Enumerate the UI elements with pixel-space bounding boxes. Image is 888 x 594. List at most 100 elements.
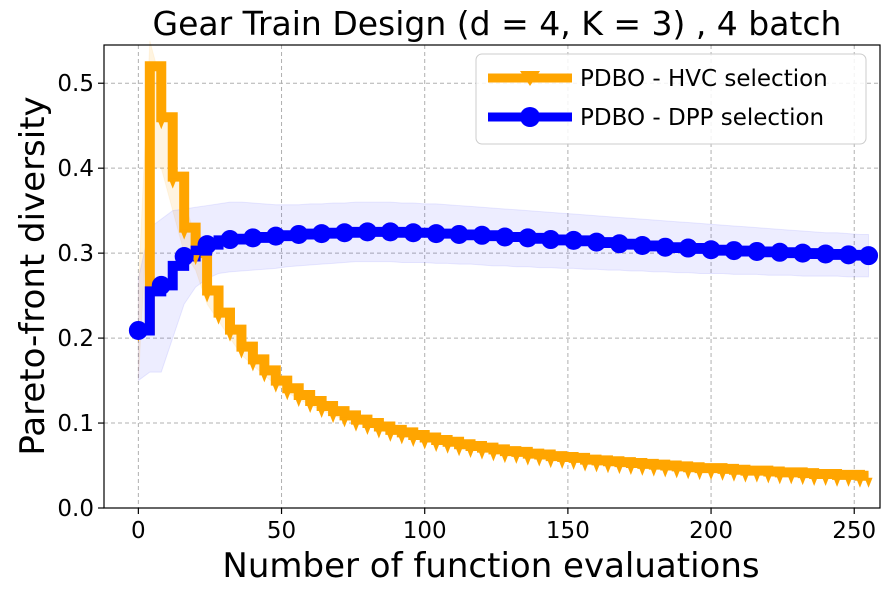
point-hvc bbox=[581, 461, 590, 472]
point-hvc bbox=[386, 431, 395, 442]
point-hvc bbox=[523, 455, 532, 466]
point-dpp bbox=[793, 243, 813, 263]
point-dpp bbox=[335, 223, 355, 243]
legend-box bbox=[475, 53, 867, 145]
point-hvc bbox=[603, 463, 612, 474]
legend-marker-dpp bbox=[520, 107, 540, 127]
x-axis-label: Number of function evaluations bbox=[222, 546, 759, 586]
point-dpp bbox=[587, 232, 607, 252]
point-hvc bbox=[764, 473, 773, 484]
point-dpp bbox=[655, 237, 675, 257]
point-hvc bbox=[306, 402, 315, 413]
point-hvc bbox=[864, 477, 873, 488]
point-hvc bbox=[271, 382, 280, 393]
point-hvc bbox=[248, 361, 257, 372]
point-dpp bbox=[289, 224, 309, 244]
point-hvc bbox=[489, 451, 498, 462]
point-hvc bbox=[225, 331, 234, 342]
point-hvc bbox=[752, 472, 761, 483]
point-dpp bbox=[151, 275, 171, 295]
point-hvc bbox=[374, 428, 383, 439]
point-hvc bbox=[294, 397, 303, 408]
point-hvc bbox=[214, 314, 223, 325]
point-hvc bbox=[409, 436, 418, 447]
point-hvc bbox=[420, 439, 429, 450]
x-tick-label: 150 bbox=[546, 518, 590, 544]
point-hvc bbox=[477, 449, 486, 460]
point-dpp bbox=[724, 241, 744, 261]
point-dpp bbox=[632, 235, 652, 255]
point-hvc bbox=[592, 462, 601, 473]
x-tick-label: 100 bbox=[403, 518, 447, 544]
point-hvc bbox=[833, 476, 842, 487]
point-hvc bbox=[798, 475, 807, 486]
point-dpp bbox=[816, 244, 836, 264]
point-hvc bbox=[684, 469, 693, 480]
point-hvc bbox=[821, 476, 830, 487]
point-dpp bbox=[266, 226, 286, 246]
point-hvc bbox=[455, 446, 464, 457]
point-hvc bbox=[626, 464, 635, 475]
legend: PDBO - HVC selection PDBO - DPP selectio… bbox=[475, 53, 867, 145]
y-tick-label: 0.5 bbox=[57, 71, 94, 97]
point-hvc bbox=[672, 468, 681, 479]
x-tick-label: 200 bbox=[689, 518, 733, 544]
point-hvc bbox=[237, 348, 246, 359]
point-hvc bbox=[775, 474, 784, 485]
point-dpp bbox=[449, 224, 469, 244]
axis-ticks: 0 50 100 150 200 250 0.0 0.1 0.2 0.3 0.4 0.5 bbox=[57, 71, 876, 544]
point-hvc bbox=[283, 390, 292, 401]
point-hvc bbox=[500, 453, 509, 464]
point-hvc bbox=[741, 472, 750, 483]
point-hvc bbox=[512, 453, 521, 464]
point-hvc bbox=[340, 417, 349, 428]
point-hvc bbox=[157, 119, 166, 130]
point-dpp bbox=[174, 247, 194, 267]
x-tick-label: 0 bbox=[131, 518, 146, 544]
point-dpp bbox=[472, 225, 492, 245]
point-hvc bbox=[810, 476, 819, 487]
point-hvc bbox=[351, 421, 360, 432]
point-dpp bbox=[541, 230, 561, 250]
point-hvc bbox=[615, 464, 624, 475]
y-tick-label: 0.3 bbox=[57, 241, 94, 267]
point-dpp bbox=[495, 227, 515, 247]
point-dpp bbox=[220, 230, 240, 250]
x-tick-label: 250 bbox=[832, 518, 876, 544]
point-hvc bbox=[695, 470, 704, 481]
series-line-hvc bbox=[138, 61, 869, 481]
point-hvc bbox=[168, 178, 177, 189]
x-tick-label: 50 bbox=[267, 518, 296, 544]
point-hvc bbox=[787, 474, 796, 485]
point-hvc bbox=[191, 255, 200, 266]
point-dpp bbox=[312, 224, 332, 244]
legend-marker-hvc bbox=[520, 71, 540, 86]
legend-label-hvc: PDBO - HVC selection bbox=[580, 66, 828, 92]
point-hvc bbox=[535, 456, 544, 467]
chart-title: Gear Train Design (d = 4, K = 3) , 4 bat… bbox=[153, 4, 842, 43]
point-hvc bbox=[649, 466, 658, 477]
point-hvc bbox=[558, 459, 567, 470]
point-dpp bbox=[197, 235, 217, 255]
point-dpp bbox=[426, 224, 446, 244]
point-hvc bbox=[855, 477, 864, 488]
point-dpp bbox=[403, 223, 423, 243]
point-hvc bbox=[707, 470, 716, 481]
plot-frame bbox=[103, 44, 881, 509]
point-hvc bbox=[844, 476, 853, 487]
point-hvc bbox=[317, 408, 326, 419]
point-dpp bbox=[609, 234, 629, 254]
point-hvc bbox=[145, 68, 154, 79]
point-hvc bbox=[661, 467, 670, 478]
point-hvc bbox=[546, 458, 555, 469]
point-hvc bbox=[329, 413, 338, 424]
point-hvc bbox=[260, 372, 269, 383]
y-tick-label: 0.0 bbox=[57, 496, 94, 522]
point-hvc bbox=[718, 470, 727, 481]
point-dpp bbox=[747, 241, 767, 261]
point-hvc bbox=[363, 425, 372, 436]
series-markers bbox=[128, 68, 879, 488]
point-dpp bbox=[564, 230, 584, 250]
point-dpp bbox=[839, 245, 859, 265]
